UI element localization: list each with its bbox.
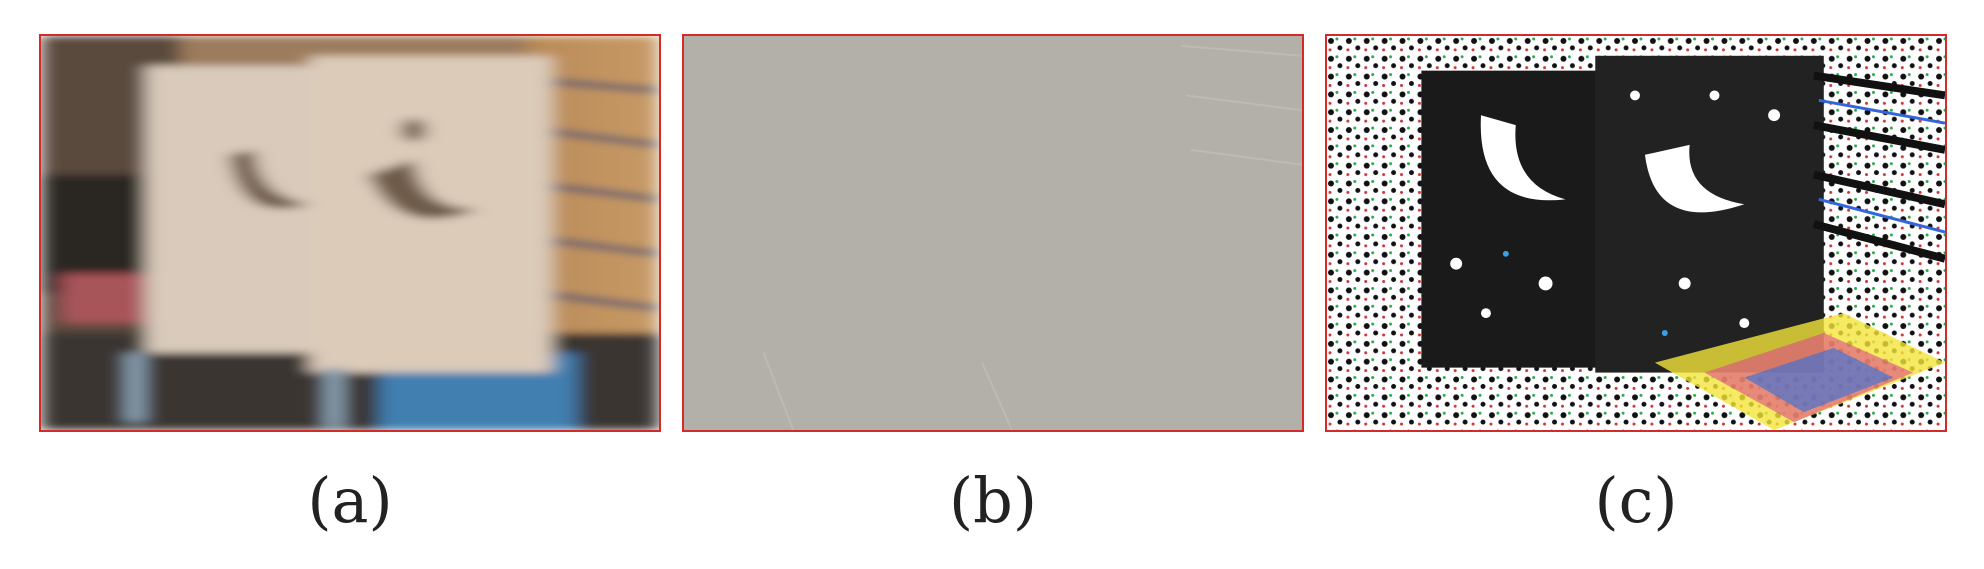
panel-c-edge-image [1325, 34, 1947, 432]
caption-b: (b) [948, 464, 1038, 537]
panel-b-residual-image [682, 34, 1304, 432]
caption-c: (c) [1594, 464, 1678, 537]
blurred-photo [41, 36, 659, 430]
gray-residual [684, 36, 1302, 430]
edge-map [1327, 36, 1945, 430]
panel-a-blurred-image [39, 34, 661, 432]
caption-a: (a) [307, 464, 393, 537]
